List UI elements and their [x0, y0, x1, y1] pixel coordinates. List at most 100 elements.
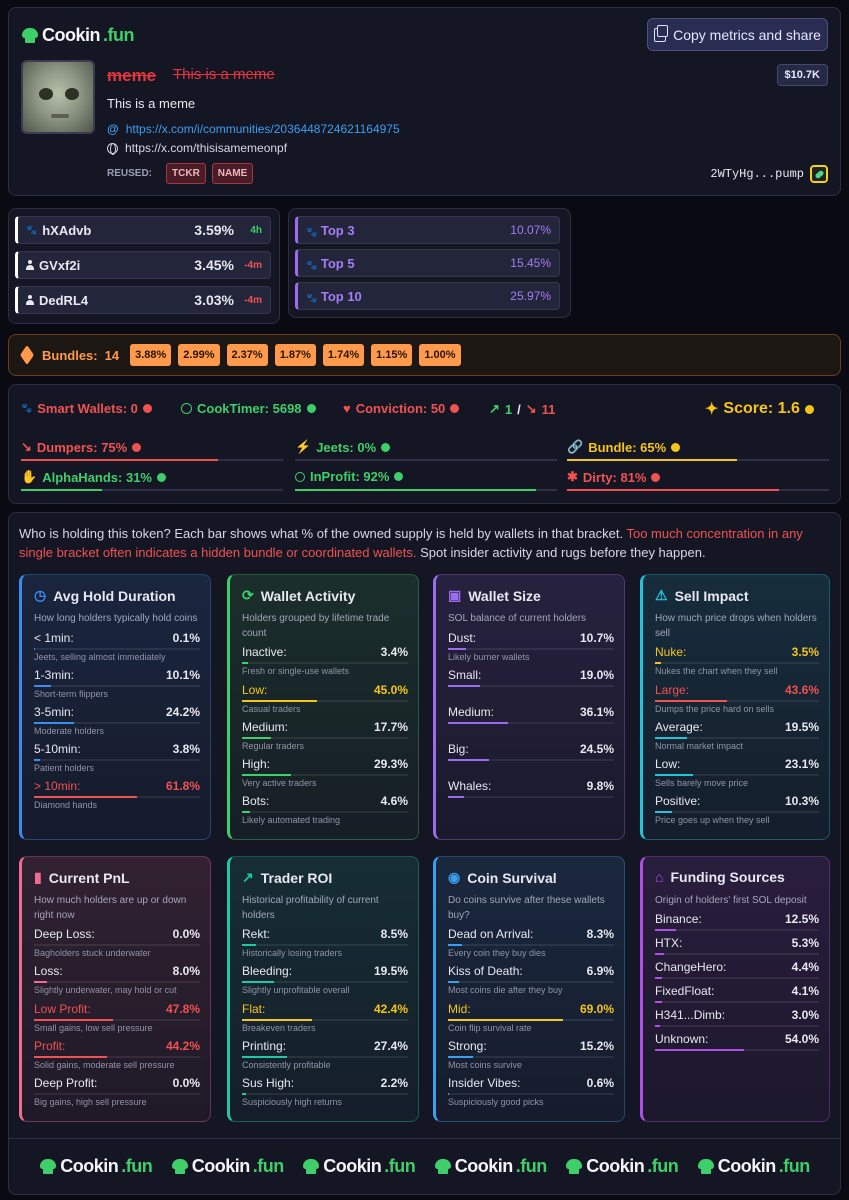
bundle-bar	[567, 459, 829, 461]
bundle-chip[interactable]: 2.37%	[226, 344, 268, 366]
distribution-intro: Who is holding this token? Each bar show…	[19, 526, 803, 560]
at-icon: @	[107, 122, 119, 136]
cookin-logo[interactable]: Cookin .fun	[434, 1156, 547, 1177]
bracket-row: Unknown: 54.0%	[655, 1032, 819, 1062]
bracket-bar	[448, 796, 614, 798]
card-title: ◷ Avg Hold Duration	[34, 587, 176, 604]
holder-row[interactable]: DedRL4 3.03% -4m	[15, 286, 271, 314]
website-link-row[interactable]: https://x.com/thisisamemeonpf	[107, 141, 287, 155]
link-icon: 🔗	[567, 439, 584, 454]
bracket-row: 1-3min: 10.1% Short-term flippers	[34, 668, 200, 699]
bracket-bar	[655, 977, 819, 979]
bracket-row: < 1min: 0.1% Jeets, selling almost immedia…	[34, 631, 200, 662]
dumpers-bar	[21, 459, 283, 461]
info-icon[interactable]	[132, 442, 142, 452]
bracket-bar	[448, 685, 614, 687]
cookin-logo[interactable]: Cookin .fun	[21, 25, 135, 46]
bracket-bar	[655, 737, 819, 739]
bracket-bar-fill	[655, 1049, 744, 1051]
pump-icon[interactable]	[810, 165, 828, 183]
bracket-bar-fill	[655, 737, 687, 739]
bundles-count: 14	[104, 347, 120, 363]
bracket-row: > 10min: 61.8% Diamond hands	[34, 779, 200, 810]
card-coin-survival: ◉ Coin Survival Do coins survive after the…	[433, 856, 625, 1122]
card-caption: Historical profitability of current hold…	[242, 895, 379, 921]
cookin-logo[interactable]: Cookin .fun	[171, 1156, 284, 1177]
card-title: ▣ Wallet Size	[448, 587, 541, 604]
bracket-bar	[242, 1093, 408, 1095]
bracket-bar-fill	[448, 1056, 474, 1058]
bracket-bar	[34, 648, 200, 650]
community-link-row[interactable]: @ https://x.com/i/communities/2036448724…	[107, 122, 400, 136]
bracket-row: 3-5min: 24.2% Moderate holders	[34, 705, 200, 736]
token-avatar	[21, 60, 95, 134]
bracket-row: Large: 43.6% Dumps the price hard on sells	[655, 683, 819, 714]
community-link[interactable]: https://x.com/i/communities/203644872462…	[125, 122, 400, 136]
info-icon[interactable]	[142, 404, 152, 413]
info-icon[interactable]	[450, 404, 460, 413]
token-name: This is a meme	[173, 66, 275, 83]
bracket-row: Mid: 69.0% Coin flip survival rate	[448, 1002, 614, 1033]
clipboard-icon	[654, 24, 669, 42]
bracket-row: Average: 19.5% Normal market impact	[655, 720, 819, 751]
bracket-bar-fill	[448, 944, 462, 946]
bracket-bar-fill	[655, 929, 676, 931]
contract-address[interactable]: 2WTyHg...pump	[710, 165, 828, 183]
cookin-logo[interactable]: Cookin .fun	[565, 1156, 679, 1177]
paw-icon: 🐾	[306, 292, 318, 303]
bracket-bar	[242, 700, 408, 702]
bundle-chip[interactable]: 3.88%	[130, 344, 172, 366]
cookin-logo[interactable]: Cookin .fun	[302, 1156, 416, 1177]
bracket-bar-fill	[34, 685, 51, 687]
cookin-logo[interactable]: Cookin .fun	[39, 1156, 153, 1177]
info-icon[interactable]	[671, 442, 681, 452]
footer-logos: Cookin .fun Cookin .fun Cookin .fun Cookin .fun…	[8, 1138, 841, 1194]
info-icon[interactable]	[651, 472, 661, 482]
bracket-bar-fill	[655, 977, 663, 979]
bracket-bar	[34, 981, 200, 983]
person-icon	[26, 295, 34, 305]
card-title: ⌂ Funding Sources	[655, 869, 785, 885]
reused-tag-name: NAME	[211, 163, 254, 184]
copy-metrics-button[interactable]: Copy metrics and share	[647, 18, 828, 51]
bracket-bar-fill	[242, 811, 250, 813]
bracket-bar	[655, 774, 819, 776]
holder-row[interactable]: GVxf2i 3.45% -4m	[15, 251, 271, 279]
info-icon[interactable]	[394, 472, 404, 481]
cookin-logo[interactable]: Cookin .fun	[697, 1156, 810, 1177]
bundle-chip[interactable]: 1.00%	[419, 344, 461, 366]
info-icon[interactable]	[381, 442, 391, 452]
bracket-bar	[242, 944, 408, 946]
reused-tag-ticker: TCKR	[166, 163, 206, 184]
bracket-row: Low: 45.0% Casual traders	[242, 683, 408, 714]
website-link[interactable]: https://x.com/thisisamemeonpf	[125, 141, 288, 155]
bundle-chip[interactable]: 2.99%	[178, 344, 220, 366]
info-icon[interactable]	[804, 404, 814, 414]
bracket-row: Binance: 12.5%	[655, 912, 819, 942]
bundle-chip[interactable]: 1.15%	[371, 344, 413, 366]
dirty-metric: ✱ Dirty: 81%	[567, 469, 661, 485]
bracket-bar	[242, 981, 408, 983]
bank-icon: ⌂	[655, 869, 664, 885]
bracket-bar-fill	[242, 1093, 246, 1095]
bracket-row: Inactive: 3.4% Fresh or single-use wallets	[242, 645, 408, 676]
card-caption: How much price drops when holders sell	[655, 613, 817, 639]
bracket-row: Insider Vibes: 0.6% Suspiciously good pick…	[448, 1076, 614, 1107]
bracket-row: Whales: 9.8%	[448, 779, 614, 809]
card-sell-impact: ⚠ Sell Impact How much price drops when ho…	[640, 574, 830, 840]
card-caption: SOL balance of current holders	[448, 613, 587, 624]
info-icon[interactable]	[306, 404, 316, 413]
holder-row[interactable]: 🐾 hXAdvb 3.59% 4h	[15, 216, 271, 244]
bolt-icon: ⚡	[295, 439, 312, 454]
reused-tags: REUSED: TCKR NAME	[107, 163, 254, 184]
jeets-bar	[295, 459, 557, 461]
chef-hat-icon	[565, 1158, 583, 1175]
bracket-bar	[242, 1056, 408, 1058]
paw-icon: 🐾	[21, 403, 33, 413]
bundle-chip[interactable]: 1.87%	[274, 344, 316, 366]
info-icon[interactable]	[157, 472, 166, 482]
bracket-bar	[655, 929, 819, 931]
bracket-bar	[34, 1019, 200, 1021]
score-metric: ✦ Score: 1.6	[705, 399, 814, 419]
bundle-chip[interactable]: 1.74%	[322, 344, 365, 366]
